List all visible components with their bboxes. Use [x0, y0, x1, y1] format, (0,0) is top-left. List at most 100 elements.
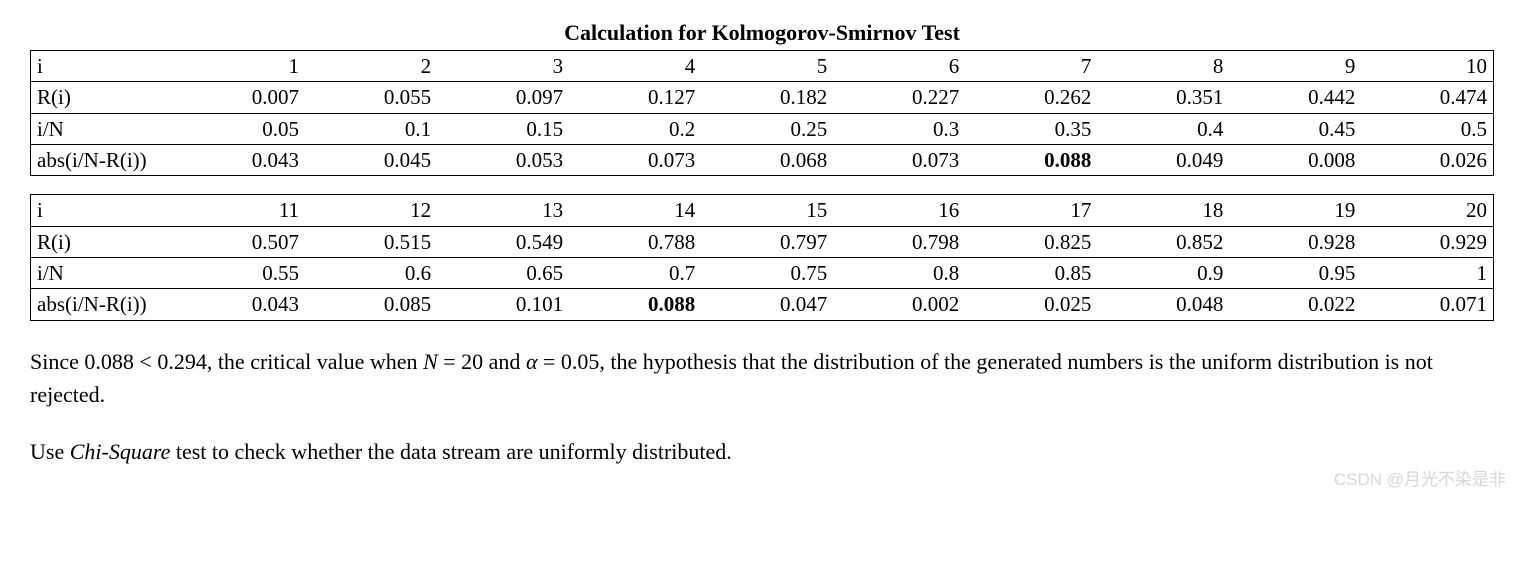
- table-row: abs(i/N-R(i))0.0430.0850.1010.0880.0470.…: [31, 289, 1494, 320]
- cell: 9: [1229, 51, 1361, 82]
- page-title: Calculation for Kolmogorov-Smirnov Test: [30, 20, 1494, 46]
- cell: 15: [701, 195, 833, 226]
- cell: 0.55: [173, 258, 305, 289]
- cell: 0.65: [437, 258, 569, 289]
- cell: 19: [1229, 195, 1361, 226]
- cell: 4: [569, 51, 701, 82]
- cell: 13: [437, 195, 569, 226]
- cell: 0.088: [569, 289, 701, 320]
- cell: 0.928: [1229, 226, 1361, 257]
- cell: 7: [965, 51, 1097, 82]
- row-label: abs(i/N-R(i)): [31, 289, 174, 320]
- row-label: i/N: [31, 113, 174, 144]
- cell: 0.182: [701, 82, 833, 113]
- cell: 0.097: [437, 82, 569, 113]
- cell: 0.474: [1361, 82, 1493, 113]
- table-row: i12345678910: [31, 51, 1494, 82]
- cell: 0.8: [833, 258, 965, 289]
- table-row: abs(i/N-R(i))0.0430.0450.0530.0730.0680.…: [31, 145, 1494, 176]
- text: test to check whether the data stream ar…: [170, 439, 731, 464]
- cell: 0.008: [1229, 145, 1361, 176]
- cell: 18: [1097, 195, 1229, 226]
- cell: 0.088: [965, 145, 1097, 176]
- text: and: [483, 349, 526, 374]
- cell: 0.048: [1097, 289, 1229, 320]
- cell: 0.2: [569, 113, 701, 144]
- table-row: i/N0.050.10.150.20.250.30.350.40.450.5: [31, 113, 1494, 144]
- equals: =: [443, 349, 455, 374]
- conclusion-paragraph: Since 0.088 < 0.294, the critical value …: [30, 345, 1494, 411]
- var-alpha: α: [526, 349, 538, 374]
- row-label: i: [31, 51, 174, 82]
- cell: 0.043: [173, 289, 305, 320]
- test-name: Chi-Square: [70, 439, 171, 464]
- table-row: i11121314151617181920: [31, 195, 1494, 226]
- text: Use: [30, 439, 70, 464]
- cell: 0.549: [437, 226, 569, 257]
- cell: 0.507: [173, 226, 305, 257]
- operator: <: [139, 349, 151, 374]
- table-row: R(i)0.5070.5150.5490.7880.7970.7980.8250…: [31, 226, 1494, 257]
- cell: 0.1: [305, 113, 437, 144]
- cell: 0.7: [569, 258, 701, 289]
- value: 0.088: [84, 349, 134, 374]
- cell: 0.055: [305, 82, 437, 113]
- table-row: R(i)0.0070.0550.0970.1270.1820.2270.2620…: [31, 82, 1494, 113]
- cell: 17: [965, 195, 1097, 226]
- cell: 0.045: [305, 145, 437, 176]
- cell: 0.068: [701, 145, 833, 176]
- cell: 0.071: [1361, 289, 1493, 320]
- row-label: R(i): [31, 226, 174, 257]
- cell: 0.825: [965, 226, 1097, 257]
- cell: 0.4: [1097, 113, 1229, 144]
- cell: 16: [833, 195, 965, 226]
- cell: 0.007: [173, 82, 305, 113]
- table-row: i/N0.550.60.650.70.750.80.850.90.951: [31, 258, 1494, 289]
- cell: 0.929: [1361, 226, 1493, 257]
- cell: 0.262: [965, 82, 1097, 113]
- value: 20: [461, 349, 483, 374]
- value: 0.05: [561, 349, 600, 374]
- cell: 1: [173, 51, 305, 82]
- cell: 0.227: [833, 82, 965, 113]
- cell: 0.025: [965, 289, 1097, 320]
- cell: 5: [701, 51, 833, 82]
- value: 0.294: [157, 349, 207, 374]
- cell: 10: [1361, 51, 1493, 82]
- cell: 2: [305, 51, 437, 82]
- cell: 0.047: [701, 289, 833, 320]
- cell: 0.05: [173, 113, 305, 144]
- cell: 14: [569, 195, 701, 226]
- cell: 0.073: [569, 145, 701, 176]
- cell: 0.5: [1361, 113, 1493, 144]
- cell: 0.101: [437, 289, 569, 320]
- text: , the critical value when: [207, 349, 423, 374]
- cell: 0.788: [569, 226, 701, 257]
- text: Since: [30, 349, 84, 374]
- row-label: i/N: [31, 258, 174, 289]
- cell: 6: [833, 51, 965, 82]
- instruction-paragraph: Use Chi-Square test to check whether the…: [30, 435, 1494, 468]
- watermark: CSDN @月光不染是非: [1334, 465, 1506, 490]
- cell: 0.022: [1229, 289, 1361, 320]
- cell: 0.043: [173, 145, 305, 176]
- cell: 0.6: [305, 258, 437, 289]
- ks-table-2: i11121314151617181920R(i)0.5070.5150.549…: [30, 194, 1494, 320]
- cell: 0.25: [701, 113, 833, 144]
- cell: 3: [437, 51, 569, 82]
- cell: 20: [1361, 195, 1493, 226]
- cell: 12: [305, 195, 437, 226]
- row-label: R(i): [31, 82, 174, 113]
- cell: 0.026: [1361, 145, 1493, 176]
- cell: 0.798: [833, 226, 965, 257]
- cell: 0.049: [1097, 145, 1229, 176]
- cell: 0.75: [701, 258, 833, 289]
- cell: 0.3: [833, 113, 965, 144]
- cell: 0.073: [833, 145, 965, 176]
- cell: 0.351: [1097, 82, 1229, 113]
- cell: 0.002: [833, 289, 965, 320]
- cell: 0.127: [569, 82, 701, 113]
- cell: 0.95: [1229, 258, 1361, 289]
- equals: =: [543, 349, 555, 374]
- cell: 8: [1097, 51, 1229, 82]
